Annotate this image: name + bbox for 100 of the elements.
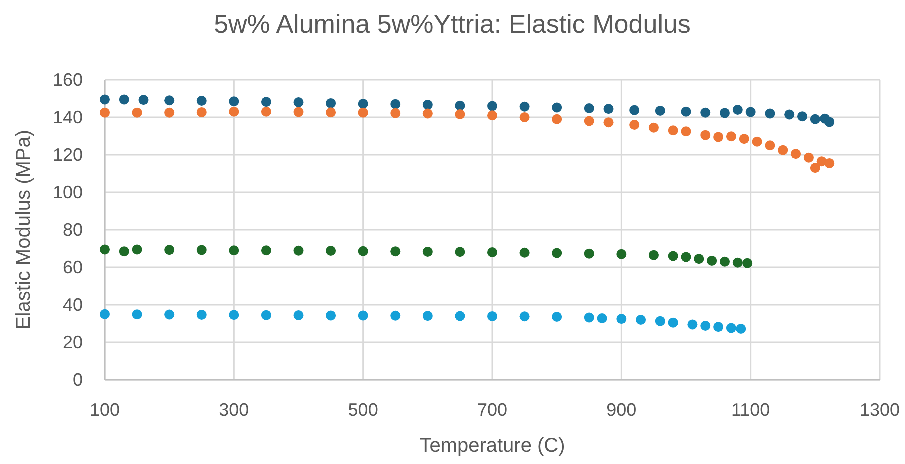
point	[700, 108, 711, 118]
point	[164, 96, 175, 106]
x-tick-label: 500	[348, 400, 378, 420]
point	[358, 310, 368, 321]
point	[668, 251, 678, 262]
point	[326, 108, 336, 118]
point	[488, 101, 498, 112]
point	[714, 322, 724, 332]
point	[520, 102, 530, 112]
point	[824, 117, 835, 128]
point	[714, 132, 724, 142]
point	[732, 105, 743, 115]
point	[720, 256, 730, 267]
x-tick-label: 700	[477, 400, 508, 420]
point	[681, 106, 692, 117]
point	[138, 95, 149, 106]
point	[720, 108, 730, 118]
point	[196, 245, 207, 256]
point	[804, 152, 814, 163]
point	[784, 110, 795, 120]
point	[100, 309, 110, 320]
x-tick-label: 900	[606, 400, 637, 420]
point	[164, 245, 175, 256]
point	[700, 321, 711, 331]
point	[552, 312, 562, 322]
point	[119, 246, 130, 257]
point	[597, 314, 608, 324]
point	[294, 246, 304, 256]
point	[746, 107, 756, 118]
point	[422, 100, 433, 110]
point	[636, 315, 646, 325]
x-tick-label: 100	[90, 400, 120, 420]
point	[100, 244, 110, 255]
point	[422, 108, 433, 119]
y-tick-label: 120	[52, 145, 83, 165]
point	[132, 108, 142, 118]
y-tick-label: 60	[62, 258, 83, 278]
point	[358, 246, 368, 256]
point	[100, 108, 110, 118]
point	[616, 249, 627, 260]
point	[736, 324, 746, 334]
point	[422, 246, 433, 257]
point	[196, 96, 207, 106]
point	[726, 132, 736, 142]
point	[488, 311, 498, 322]
point	[584, 248, 594, 259]
point	[455, 311, 466, 322]
point	[604, 104, 614, 114]
point	[520, 312, 530, 322]
y-axis-title: Elastic Modulus (MPa)	[13, 130, 35, 330]
point	[694, 254, 704, 264]
point	[630, 120, 640, 130]
y-tick-label: 40	[62, 295, 83, 315]
point	[707, 256, 718, 266]
point	[326, 310, 336, 321]
point	[119, 94, 130, 105]
point	[552, 114, 562, 124]
chart-title: 5w% Alumina 5w%Yttria: Elastic Modulus	[214, 9, 691, 39]
point	[752, 136, 762, 147]
point	[824, 158, 835, 168]
point	[229, 246, 240, 256]
x-tick-label: 1300	[860, 400, 900, 420]
point	[655, 106, 666, 116]
point	[422, 311, 433, 322]
point	[261, 246, 272, 256]
point	[294, 98, 304, 108]
point	[132, 244, 142, 255]
point	[765, 108, 776, 119]
point	[552, 248, 562, 258]
point	[488, 248, 498, 258]
y-tick-label: 20	[62, 332, 83, 352]
point	[326, 98, 336, 108]
point	[455, 100, 466, 111]
point	[455, 247, 466, 258]
point	[488, 110, 498, 121]
y-tick-label: 160	[52, 70, 83, 90]
point	[294, 107, 304, 118]
x-axis-title: Temperature (C)	[420, 435, 566, 457]
point	[229, 106, 240, 117]
point	[390, 99, 401, 110]
point	[261, 310, 272, 320]
y-tick-label: 80	[62, 220, 83, 240]
point	[798, 112, 808, 122]
point	[648, 250, 659, 260]
point	[552, 102, 562, 113]
point	[630, 105, 640, 116]
point	[726, 323, 736, 334]
point	[681, 126, 692, 137]
point	[616, 314, 627, 324]
point	[164, 108, 175, 118]
point	[648, 122, 659, 133]
point	[229, 96, 240, 107]
point	[358, 108, 368, 118]
point	[390, 246, 401, 257]
point	[294, 310, 304, 320]
point	[164, 310, 175, 320]
point	[668, 318, 678, 328]
point	[681, 252, 692, 262]
point	[358, 99, 368, 109]
point	[700, 130, 711, 140]
